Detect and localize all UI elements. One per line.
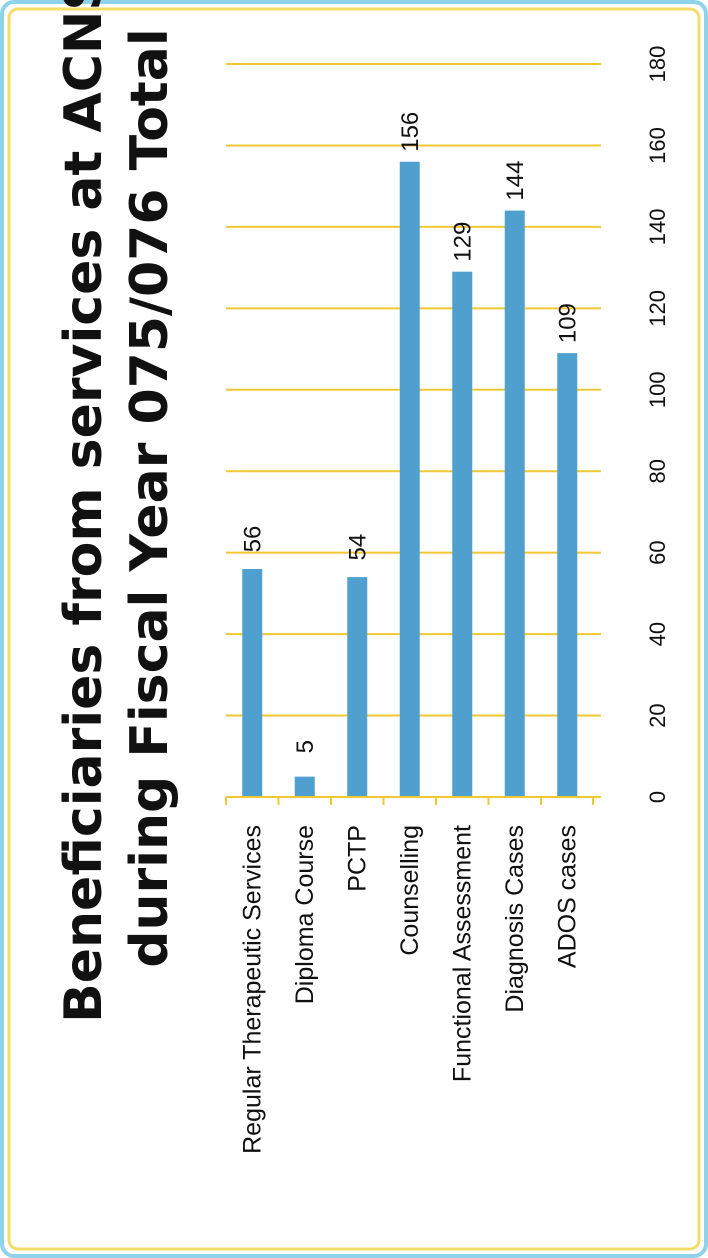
category-label-5: Diagnosis Cases [501, 825, 529, 1013]
value-label-4: 129 [449, 222, 476, 262]
value-label-0: 56 [239, 526, 266, 553]
bar-1 [295, 777, 315, 797]
category-label-0: Regular Therapeutic Services [238, 825, 266, 1154]
bar-5 [505, 211, 525, 797]
value-tick-label-60: 60 [645, 540, 670, 564]
value-tick-label-40: 40 [645, 622, 670, 646]
category-label-4: Functional Assessment [448, 825, 476, 1082]
value-tick-label-80: 80 [645, 459, 670, 483]
bar-0 [242, 569, 262, 797]
value-label-3: 156 [397, 112, 424, 152]
category-label-6: ADOS cases [553, 825, 581, 968]
value-label-2: 54 [344, 534, 371, 561]
value-tick-label-100: 100 [645, 371, 670, 408]
bar-6 [557, 353, 577, 797]
value-tick-label-180: 180 [645, 46, 670, 83]
bar-3 [400, 162, 420, 797]
value-tick-label-160: 160 [645, 127, 670, 164]
value-tick-label-20: 20 [645, 703, 670, 727]
title-line-2: during Fiscal Year 075/076 Total [120, 28, 180, 967]
category-label-3: Counselling [396, 825, 424, 956]
bar-2 [347, 577, 367, 797]
category-label-2: PCTP [343, 825, 371, 892]
value-tick-label-140: 140 [645, 209, 670, 246]
value-tick-label-120: 120 [645, 290, 670, 327]
value-label-5: 144 [502, 161, 529, 201]
category-label-1: Diploma Course [291, 825, 319, 1004]
value-label-6: 109 [554, 303, 581, 343]
bar-4 [452, 272, 472, 797]
value-label-1: 5 [292, 740, 319, 753]
value-tick-label-0: 0 [645, 791, 670, 803]
title-line-1: Beneficiaries from services at ACNS [54, 0, 114, 1023]
